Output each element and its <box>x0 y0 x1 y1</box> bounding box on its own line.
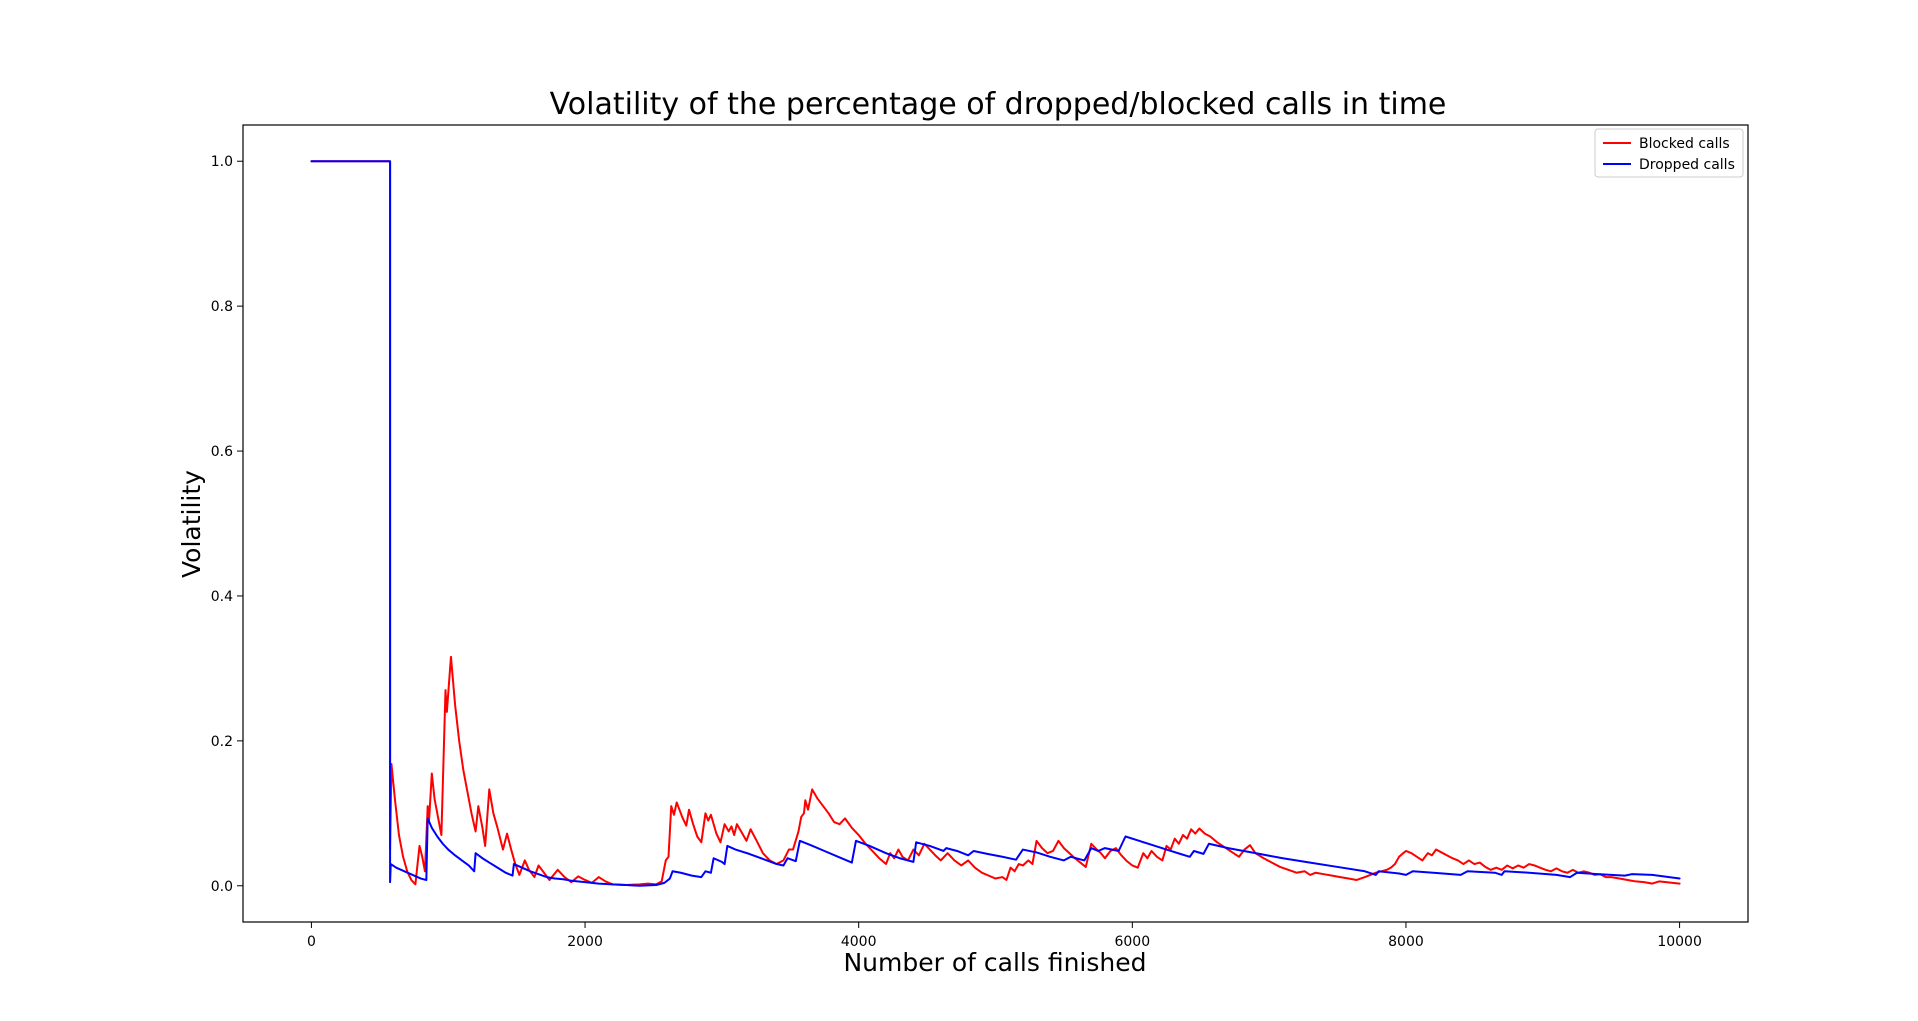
y-tick-label: 0.6 <box>211 444 233 460</box>
y-tick-label: 0.4 <box>211 589 233 605</box>
legend: Blocked calls Dropped calls <box>1594 128 1744 178</box>
legend-label: Dropped calls <box>1639 157 1735 173</box>
x-axis-label: Number of calls finished <box>843 948 1146 977</box>
chart-title: Volatility of the percentage of dropped/… <box>550 87 1447 122</box>
y-axis-label: Volatility <box>177 470 206 578</box>
x-tick-label: 10000 <box>1657 934 1702 950</box>
y-tick-label: 1.0 <box>211 154 233 170</box>
x-tick-label: 2000 <box>567 934 603 950</box>
plot-frame <box>242 124 1749 923</box>
x-tick-label: 4000 <box>841 934 877 950</box>
legend-box <box>1594 128 1744 178</box>
x-axis-ticks: 0 2000 4000 6000 8000 10000 <box>307 922 1702 950</box>
y-tick-label: 0.8 <box>211 299 233 315</box>
legend-label: Blocked calls <box>1639 136 1730 152</box>
y-axis-ticks: 0.0 0.2 0.4 0.6 0.8 1.0 <box>211 154 243 895</box>
x-tick-label: 6000 <box>1114 934 1150 950</box>
x-tick-label: 0 <box>307 934 316 950</box>
series-line-dropped-calls <box>310 160 1681 887</box>
y-tick-label: 0.0 <box>211 879 233 895</box>
series-lines <box>310 160 1681 887</box>
x-tick-label: 8000 <box>1388 934 1424 950</box>
y-tick-label: 0.2 <box>211 734 233 750</box>
